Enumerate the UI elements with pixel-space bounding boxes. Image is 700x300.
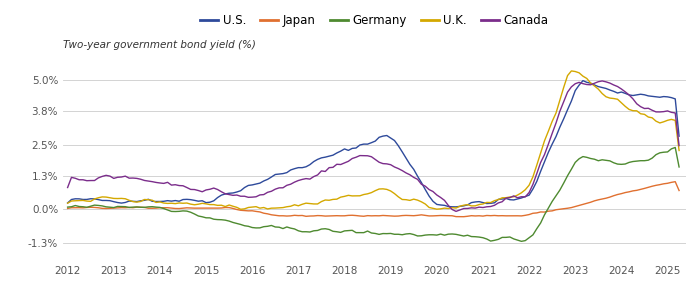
Legend: U.S., Japan, Germany, U.K., Canada: U.S., Japan, Germany, U.K., Canada xyxy=(196,9,553,32)
Text: Two-year government bond yield (%): Two-year government bond yield (%) xyxy=(63,40,256,50)
